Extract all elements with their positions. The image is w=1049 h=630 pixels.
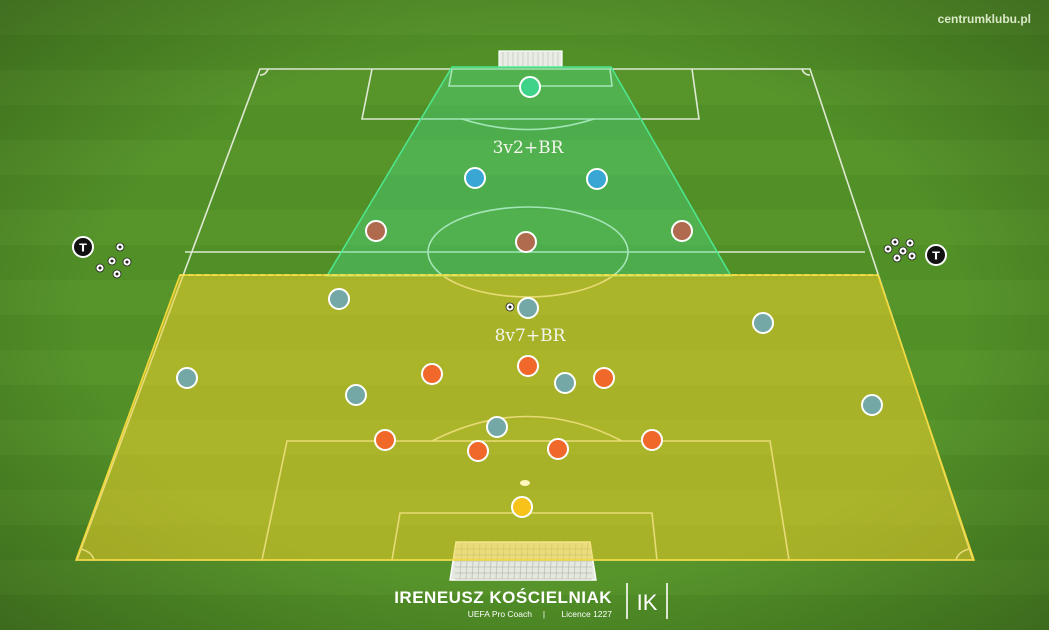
balls-pile-right (883, 237, 917, 263)
player-orange (547, 438, 569, 460)
bottom-zone-label: 8v7+BR (495, 326, 567, 346)
player-brown (671, 220, 693, 242)
player-orange (421, 363, 443, 385)
player-grey (345, 384, 367, 406)
player-brown (515, 231, 537, 253)
top-penalty-arc (461, 118, 595, 131)
coach-title: UEFA Pro Coach (468, 609, 533, 619)
corner-arc-tr (801, 68, 811, 76)
player-grey (861, 394, 883, 416)
player-orange (641, 429, 663, 451)
ball-icon (505, 302, 515, 312)
player-orange (593, 367, 615, 389)
trainer-marker-label: T (79, 242, 87, 255)
goalkeeper-top (519, 76, 541, 98)
trainer-marker-label: T (932, 250, 940, 263)
player-grey (328, 288, 350, 310)
coach-separator: | (543, 609, 545, 619)
players (176, 76, 883, 518)
coach-licence: Licence 1227 (561, 609, 612, 619)
trainer-right: T (925, 244, 947, 266)
coach-logo: IK (626, 583, 668, 619)
player-orange (467, 440, 489, 462)
balls-pile-left (95, 242, 132, 279)
top-zone-label: 3v2+BR (493, 138, 565, 158)
corner-arc-tl (259, 68, 269, 76)
player-grey (176, 367, 198, 389)
player-grey (486, 416, 508, 438)
player-orange (517, 355, 539, 377)
player-grey (554, 372, 576, 394)
goalkeeper-bottom (511, 496, 533, 518)
coach-logo-text: IK (637, 590, 658, 615)
player-orange (374, 429, 396, 451)
top-penalty-area (361, 68, 700, 120)
player-grey (517, 297, 539, 319)
watermark-text: centrumklubu.pl (938, 12, 1031, 26)
coach-name: IRENEUSZ KOŚCIELNIAK (394, 588, 612, 607)
player-grey (752, 312, 774, 334)
player-brown (365, 220, 387, 242)
player-blue (586, 168, 608, 190)
player-blue (464, 167, 486, 189)
trainer-left: T (72, 236, 94, 258)
top-goal (498, 50, 563, 68)
penalty-spot-marker (520, 480, 530, 486)
